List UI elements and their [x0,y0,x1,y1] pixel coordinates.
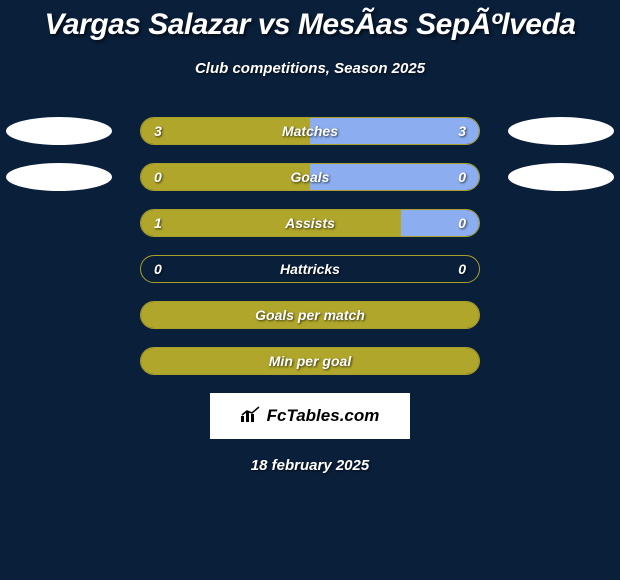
page-subtitle: Club competitions, Season 2025 [0,60,620,77]
stat-label: Assists [140,209,480,237]
player-avatar-right [508,163,614,191]
stat-label: Min per goal [140,347,480,375]
footer-date: 18 february 2025 [0,457,620,474]
stat-label: Goals per match [140,301,480,329]
stat-label: Hattricks [140,255,480,283]
branding-text: FcTables.com [267,406,380,426]
branding-badge: FcTables.com [210,393,410,439]
stat-row: 00Goals [0,163,620,191]
stat-row: Min per goal [0,347,620,375]
page-title: Vargas Salazar vs MesÃ­as SepÃºlveda [0,8,620,42]
comparison-infographic: Vargas Salazar vs MesÃ­as SepÃºlveda Clu… [0,0,620,580]
stat-row: 33Matches [0,117,620,145]
stat-row: Goals per match [0,301,620,329]
player-avatar-left [6,163,112,191]
player-avatar-right [508,117,614,145]
player-avatar-left [6,117,112,145]
stat-row: 00Hattricks [0,255,620,283]
stat-label: Goals [140,163,480,191]
stat-row: 10Assists [0,209,620,237]
stat-rows: 33Matches 00Goals 10Assists 00Hattricks Goal… [0,117,620,375]
chart-icon [241,406,261,427]
stat-label: Matches [140,117,480,145]
